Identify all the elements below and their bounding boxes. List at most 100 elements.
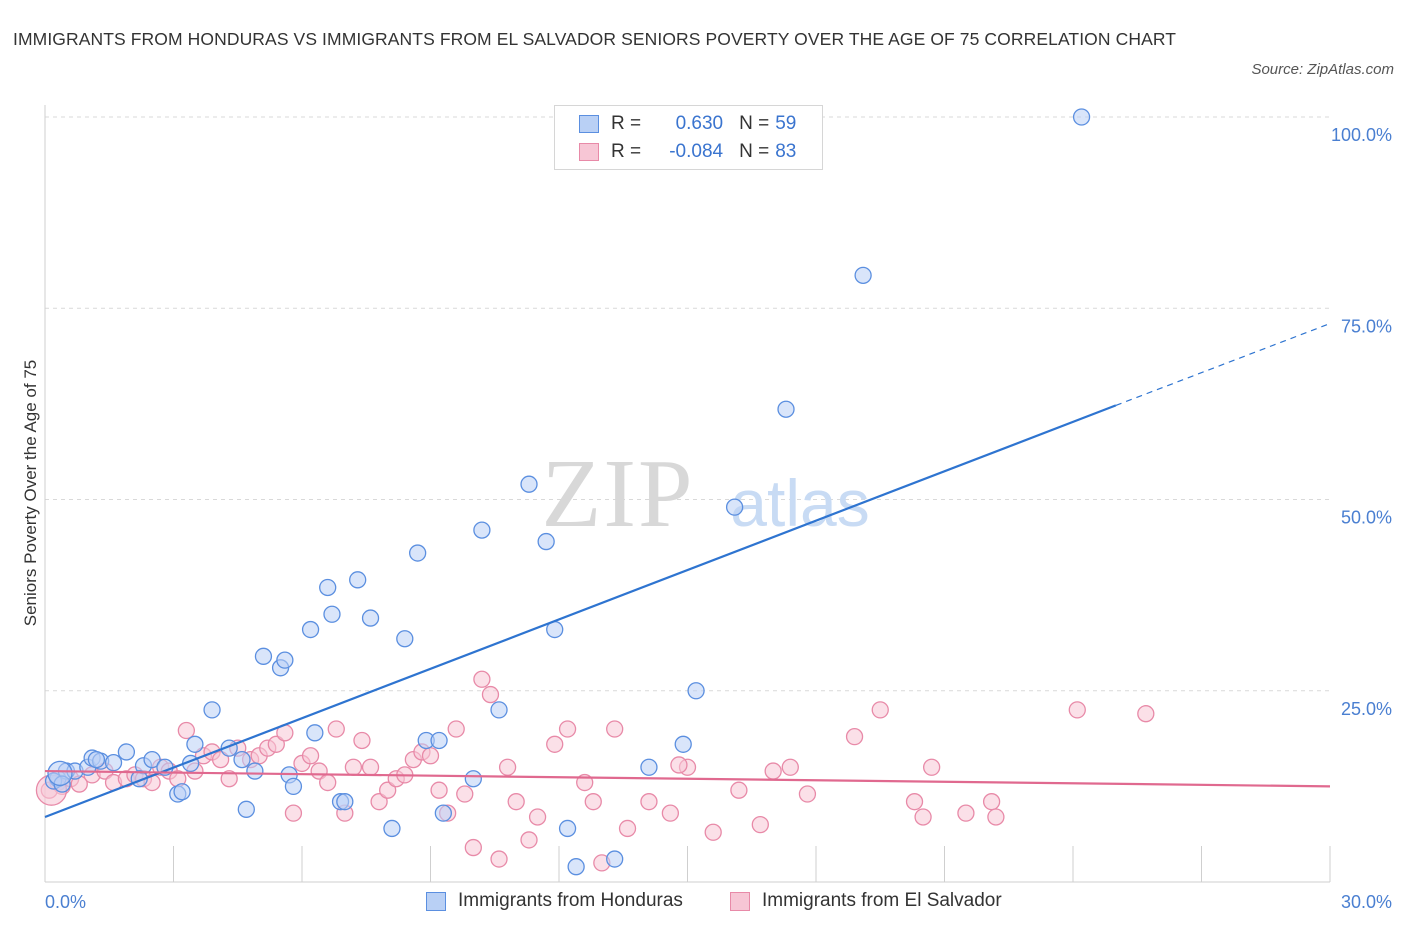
bottom-legend-label-honduras: Immigrants from Honduras: [458, 890, 683, 911]
point-el-salvador: [520, 831, 538, 849]
bottom-legend-label-el-salvador: Immigrants from El Salvador: [762, 890, 1002, 911]
legend-row-el-salvador: R = -0.084 N = 83: [579, 141, 796, 163]
point-honduras: [674, 735, 692, 753]
point-el-salvador: [319, 773, 337, 792]
trend-lines: [44, 322, 1331, 819]
legend-r-label: R =: [611, 141, 642, 162]
point-el-salvador: [845, 728, 864, 746]
watermark-atlas: atlas: [730, 466, 869, 540]
point-honduras: [777, 400, 795, 418]
point-el-salvador: [987, 808, 1005, 826]
legend-swatch-el-salvador: [579, 143, 599, 161]
point-honduras: [687, 682, 705, 700]
correlation-legend: R = 0.630 N = 59 R = -0.084 N = 83: [554, 105, 823, 170]
grid-lines: [45, 116, 1330, 692]
series-el-salvador-points: [35, 670, 1155, 872]
point-honduras: [246, 762, 264, 780]
trend-line-honduras: [44, 404, 1117, 819]
legend-r-label: R =: [611, 113, 642, 134]
point-honduras: [490, 701, 508, 719]
point-el-salvador: [982, 793, 1001, 811]
point-el-salvador: [344, 758, 363, 776]
point-el-salvador: [447, 720, 465, 738]
point-el-salvador: [211, 750, 230, 769]
point-el-salvador: [301, 747, 320, 765]
legend-n-label: N =: [739, 141, 770, 162]
point-honduras: [233, 750, 251, 769]
point-honduras: [430, 731, 448, 750]
point-el-salvador: [914, 808, 932, 826]
point-el-salvador: [584, 793, 602, 811]
point-honduras: [186, 735, 204, 753]
x-tick-label-start: 0.0%: [45, 892, 86, 912]
point-el-salvador: [370, 793, 388, 811]
trend-line-honduras-extension: [1115, 322, 1331, 406]
point-honduras: [284, 777, 303, 796]
y-tick-label: 75.0%: [1341, 316, 1392, 336]
point-honduras: [336, 793, 354, 811]
point-el-salvador: [871, 701, 889, 719]
bottom-legend-honduras: Immigrants from Honduras: [426, 888, 683, 914]
point-el-salvador: [1137, 705, 1155, 723]
point-honduras: [464, 770, 482, 788]
legend-r-value: -0.084: [669, 141, 724, 162]
point-honduras: [725, 498, 744, 516]
point-honduras: [396, 630, 414, 648]
point-el-salvador: [464, 838, 482, 857]
point-el-salvador: [284, 804, 303, 822]
point-el-salvador: [670, 756, 688, 774]
point-el-salvador: [558, 720, 577, 738]
point-honduras: [606, 850, 624, 868]
chart-title: IMMIGRANTS FROM HONDURAS VS IMMIGRANTS F…: [13, 29, 1177, 49]
point-el-salvador: [798, 785, 817, 803]
point-el-salvador: [481, 685, 500, 704]
y-tick-label: 25.0%: [1341, 699, 1392, 719]
point-honduras: [203, 701, 221, 719]
point-el-salvador: [498, 758, 517, 776]
legend-row-honduras: R = 0.630 N = 59: [579, 113, 796, 135]
point-el-salvador: [730, 781, 748, 799]
bottom-legend-el-salvador: Immigrants from El Salvador: [730, 888, 1002, 914]
point-honduras: [349, 571, 367, 589]
point-honduras: [104, 754, 123, 772]
tick-labels: 100.0% 75.0% 50.0% 25.0% 0.0% 30.0%: [45, 125, 1392, 912]
point-honduras: [473, 521, 491, 539]
point-el-salvador: [546, 735, 564, 753]
point-el-salvador: [905, 793, 924, 811]
point-el-salvador: [490, 850, 508, 868]
point-el-salvador: [661, 804, 680, 822]
bottom-legend-swatch-el-salvador: [730, 891, 750, 911]
point-el-salvador: [456, 785, 474, 803]
point-honduras: [383, 819, 401, 838]
point-el-salvador: [957, 804, 975, 822]
legend-r-value: 0.630: [675, 113, 724, 134]
point-el-salvador: [923, 758, 941, 776]
point-honduras: [323, 605, 341, 623]
point-honduras: [558, 819, 577, 838]
x-tick-label-end: 30.0%: [1341, 892, 1392, 912]
point-el-salvador: [421, 747, 440, 765]
point-el-salvador: [704, 823, 722, 841]
point-el-salvador: [507, 793, 525, 811]
point-el-salvador: [353, 731, 371, 750]
point-el-salvador: [1068, 701, 1086, 719]
point-honduras: [567, 858, 585, 876]
point-honduras: [143, 750, 161, 769]
source-label: Source: ZipAtlas.com: [1251, 61, 1394, 78]
point-el-salvador: [379, 781, 397, 799]
watermark-zip: ZIP: [542, 440, 695, 548]
point-el-salvador: [764, 762, 782, 780]
point-honduras: [319, 578, 337, 597]
point-honduras-cluster: [47, 760, 73, 787]
point-honduras: [276, 651, 294, 669]
point-honduras: [1072, 108, 1091, 126]
point-honduras: [361, 609, 380, 627]
trend-line-el-salvador: [44, 769, 1331, 788]
point-el-salvador: [751, 815, 769, 834]
legend-n-label: N =: [739, 113, 770, 134]
point-el-salvador: [327, 720, 345, 738]
point-el-salvador: [177, 721, 196, 740]
point-honduras: [173, 783, 191, 801]
point-honduras: [434, 804, 453, 822]
